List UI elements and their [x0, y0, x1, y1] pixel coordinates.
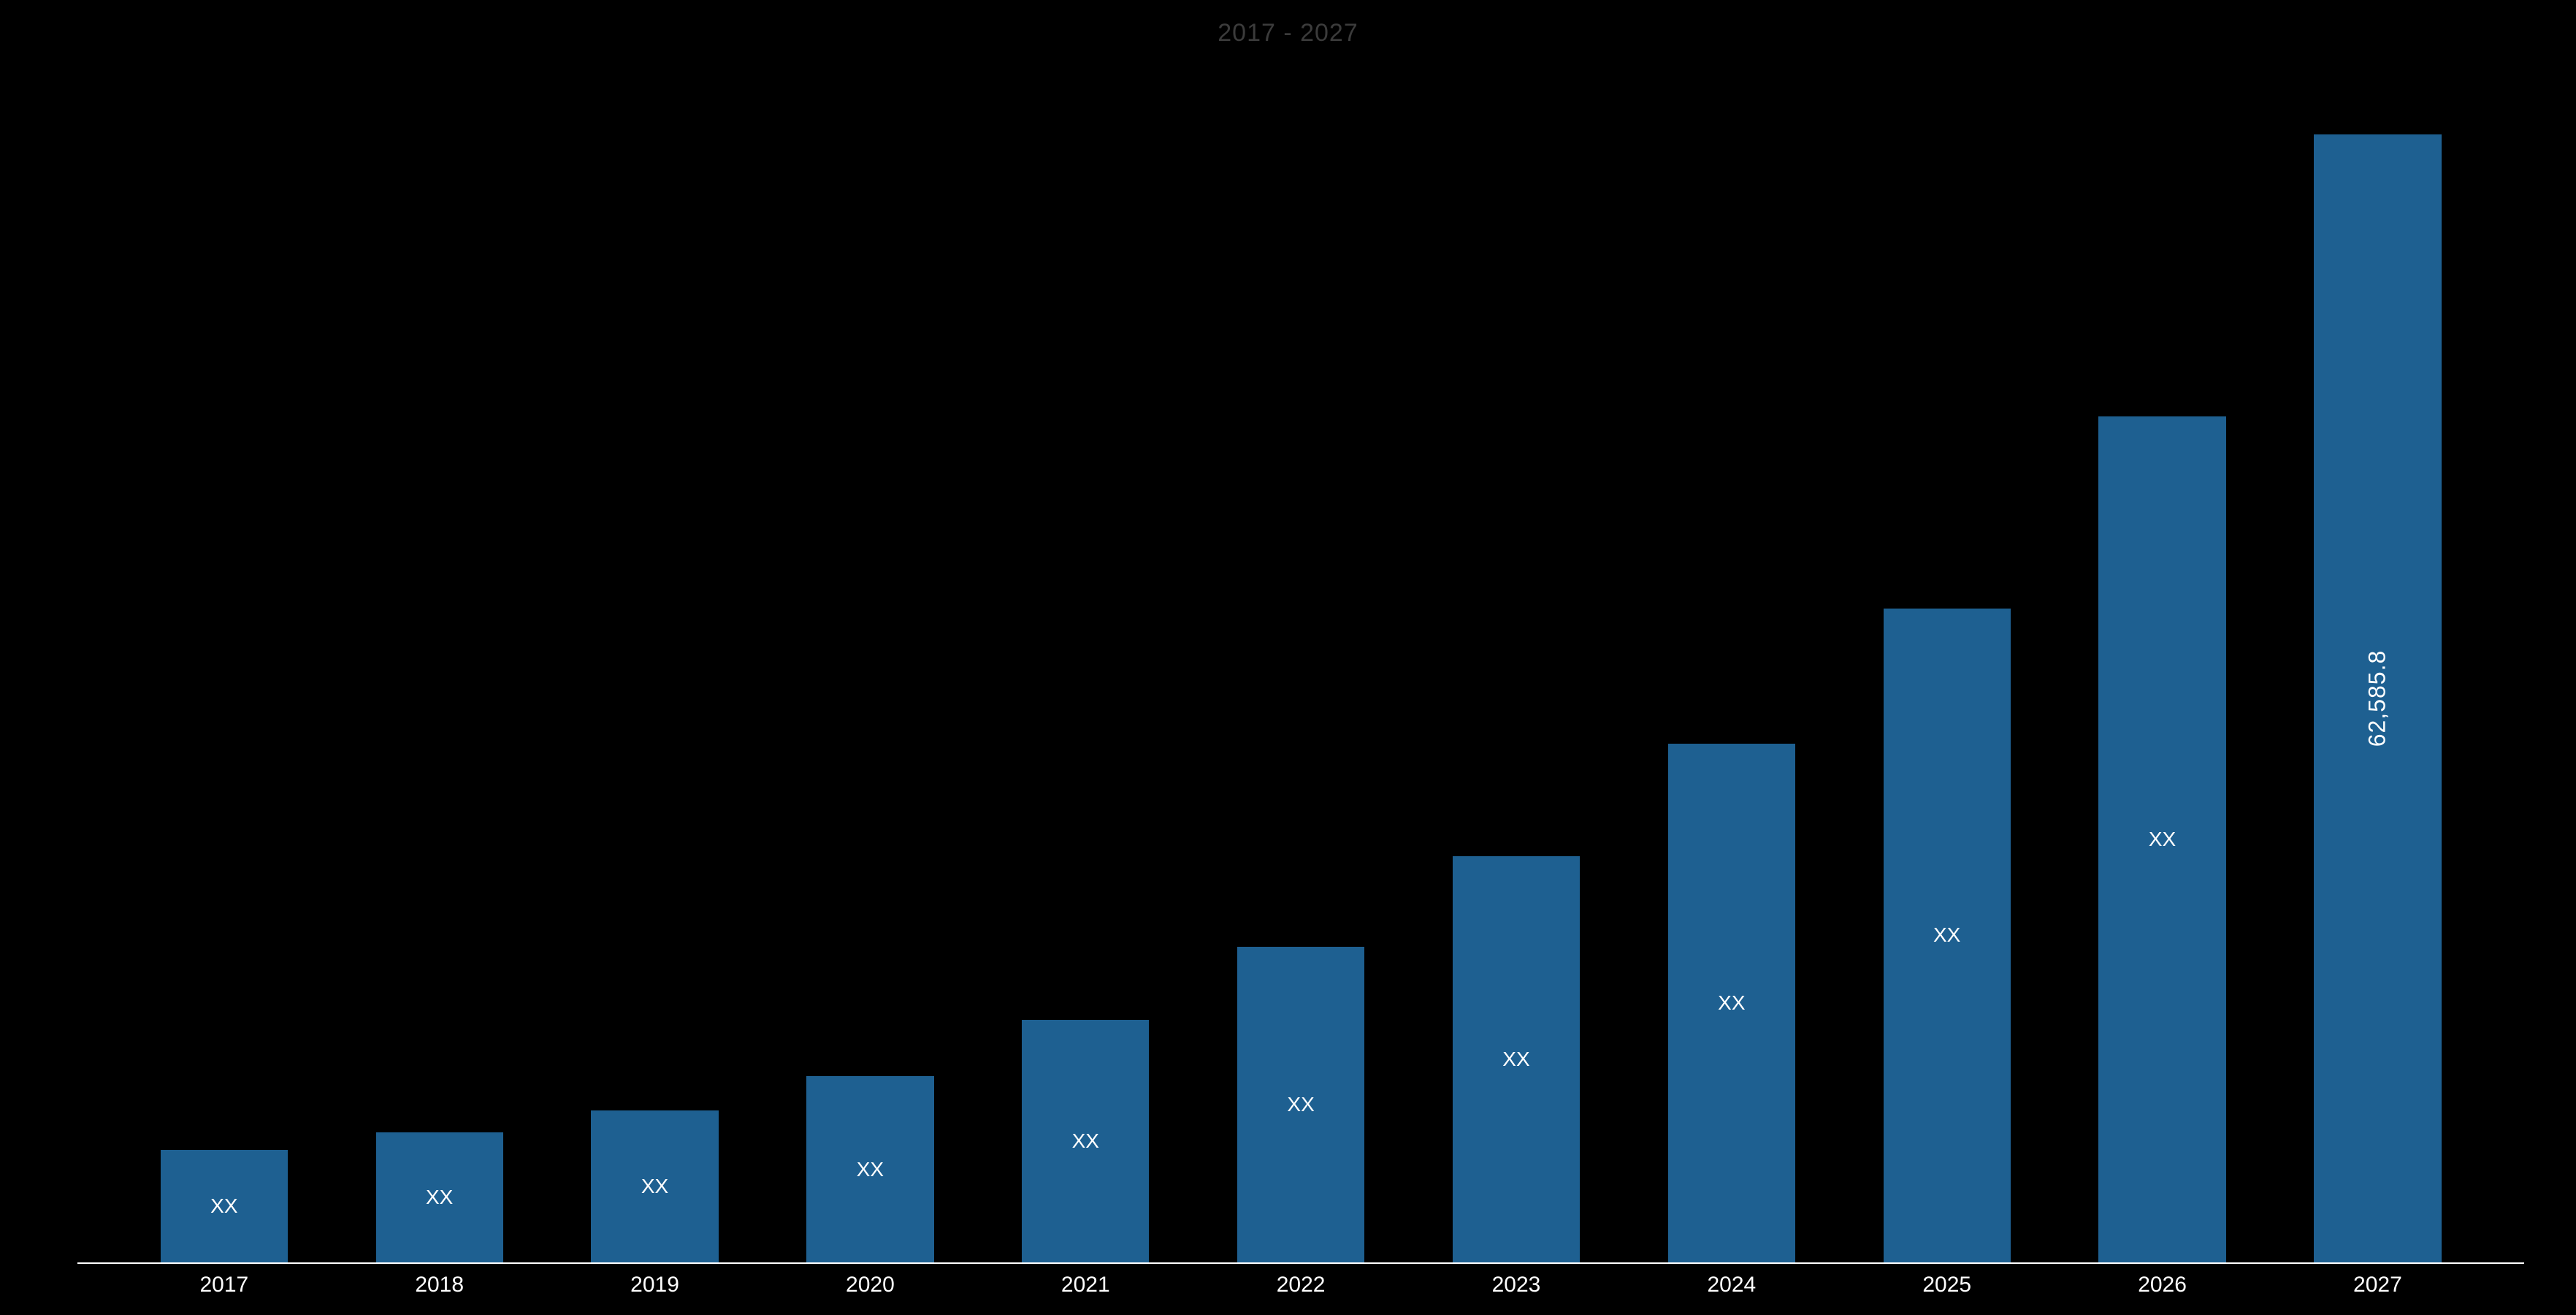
- bar-value-label: XX: [210, 1194, 237, 1218]
- bar: XX: [1668, 744, 1795, 1262]
- x-axis-label: 2022: [1277, 1273, 1326, 1297]
- x-axis-baseline: [77, 1262, 2525, 1264]
- bar-value-label: XX: [1718, 991, 1745, 1015]
- bar-chart: 2017 - 2027 XX XX XX XX XX XX XX XX XX XX 62,585.8…: [0, 0, 2576, 1315]
- bar-value-label: XX: [1287, 1093, 1314, 1116]
- bar-value-label: XX: [426, 1186, 453, 1209]
- x-axis-label: 2027: [2353, 1273, 2402, 1297]
- x-axis-label: 2024: [1707, 1273, 1756, 1297]
- bar-value-label: XX: [857, 1158, 884, 1181]
- x-axis-labels: 2017 2018 2019 2020 2021 2022 2023 2024 2025 2026…: [77, 1273, 2525, 1302]
- bar-value-label: 62,585.8: [2364, 650, 2391, 747]
- chart-title: 2017 - 2027: [22, 19, 2554, 47]
- bar: XX: [1237, 947, 1364, 1262]
- bar: XX: [1022, 1020, 1149, 1262]
- x-axis-label: 2026: [2138, 1273, 2187, 1297]
- x-axis-label: 2025: [1922, 1273, 1971, 1297]
- plot-area: XX XX XX XX XX XX XX XX XX XX 62,585.8: [77, 51, 2525, 1264]
- x-axis-label: 2019: [630, 1273, 679, 1297]
- bar: 62,585.8: [2314, 134, 2441, 1262]
- x-axis-label: 2018: [415, 1273, 464, 1297]
- bar: XX: [161, 1150, 288, 1262]
- x-axis-label: 2021: [1061, 1273, 1110, 1297]
- bar-value-label: XX: [1933, 923, 1960, 947]
- bar: XX: [806, 1076, 933, 1262]
- bar-value-label: XX: [641, 1175, 668, 1198]
- bar: XX: [1453, 856, 1580, 1262]
- x-axis-label: 2017: [199, 1273, 248, 1297]
- x-axis-label: 2020: [846, 1273, 895, 1297]
- bar-value-label: XX: [2149, 828, 2176, 851]
- bar: XX: [591, 1110, 718, 1262]
- bar: XX: [376, 1132, 503, 1262]
- bar-value-label: XX: [1072, 1129, 1099, 1153]
- bar: XX: [2098, 416, 2225, 1262]
- bar-value-label: XX: [1502, 1048, 1529, 1071]
- x-axis-label: 2023: [1492, 1273, 1541, 1297]
- bar: XX: [1884, 609, 2011, 1262]
